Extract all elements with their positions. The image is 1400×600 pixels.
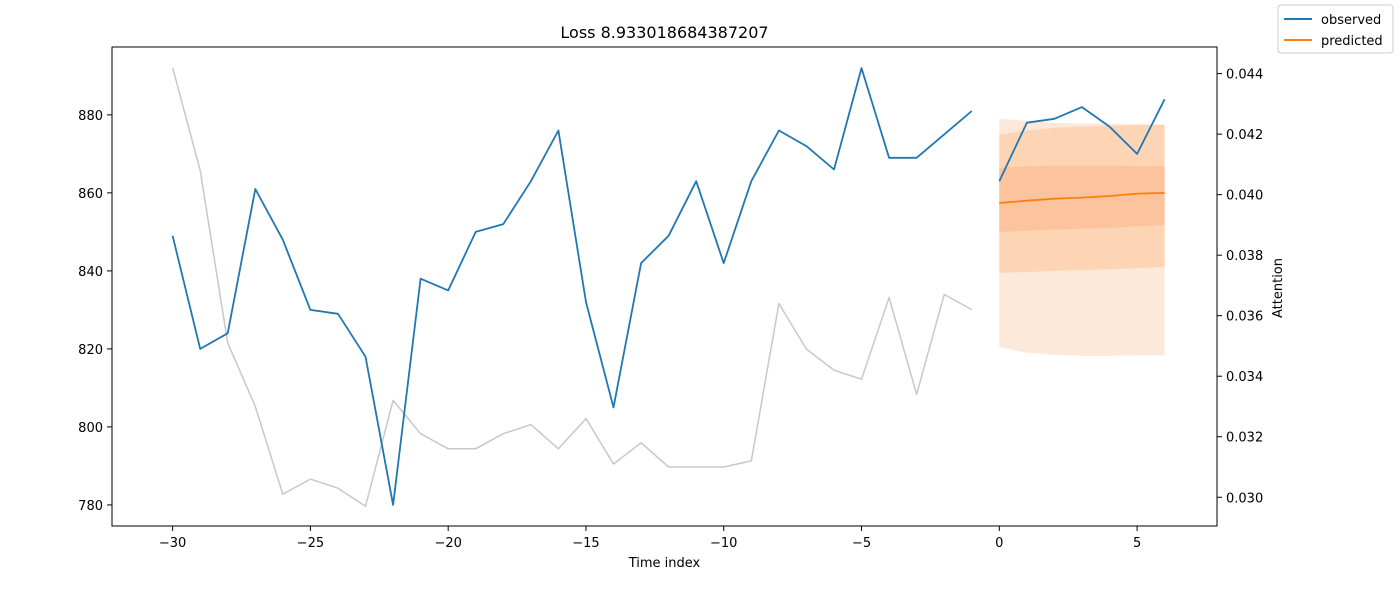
y2-tick-label: 0.034	[1226, 370, 1263, 385]
legend-predicted-label: predicted	[1321, 34, 1383, 49]
chart-title: Loss 8.933018684387207	[560, 23, 768, 42]
y-tick-label: 860	[78, 187, 103, 202]
y-tick-label: 880	[78, 109, 103, 124]
y-tick-label: 820	[78, 343, 103, 358]
quantile-band-2	[999, 165, 1165, 232]
right-y-axis-ticks: 0.030 0.032 0.034 0.036 0.038 0.040 0.042 0.044	[1217, 68, 1263, 506]
x-tick-label: −20	[434, 536, 461, 551]
x-axis-ticks: −30 −25 −20 −15 −10 −5 0 5	[159, 526, 1141, 551]
legend: observed predicted	[1277, 4, 1394, 54]
series-line-observed-1	[998, 98, 1166, 182]
series-line-observed-0	[171, 67, 973, 506]
y2-tick-label: 0.030	[1226, 491, 1263, 506]
y2-tick-label: 0.036	[1226, 310, 1263, 325]
x-tick-label: 5	[1133, 536, 1141, 551]
y-axis-ticks: 780 800 820 840 860 880	[78, 109, 112, 514]
y-tick-label: 840	[78, 265, 103, 280]
prediction-quantile-bands	[999, 118, 1165, 356]
plot-frame	[111, 46, 1218, 527]
x-tick-label: −10	[710, 536, 737, 551]
x-tick-label: −15	[572, 536, 599, 551]
x-tick-label: −25	[297, 536, 324, 551]
y-tick-label: 800	[78, 421, 103, 436]
right-y-axis-label: Attention	[1271, 258, 1286, 318]
x-axis-label: Time index	[628, 556, 701, 571]
series-line-predicted-2	[999, 192, 1165, 204]
y-tick-label: 780	[78, 499, 103, 514]
y2-tick-label: 0.040	[1226, 189, 1263, 204]
y2-tick-label: 0.032	[1226, 431, 1263, 446]
y2-tick-label: 0.038	[1226, 249, 1263, 264]
y2-tick-label: 0.042	[1226, 128, 1263, 143]
series-lines	[171, 67, 1166, 508]
x-tick-label: 0	[995, 536, 1003, 551]
x-tick-label: −30	[159, 536, 186, 551]
series-line-attention-3	[171, 67, 973, 508]
y2-tick-label: 0.044	[1226, 68, 1263, 83]
legend-observed-label: observed	[1321, 13, 1381, 28]
x-tick-label: −5	[852, 536, 871, 551]
